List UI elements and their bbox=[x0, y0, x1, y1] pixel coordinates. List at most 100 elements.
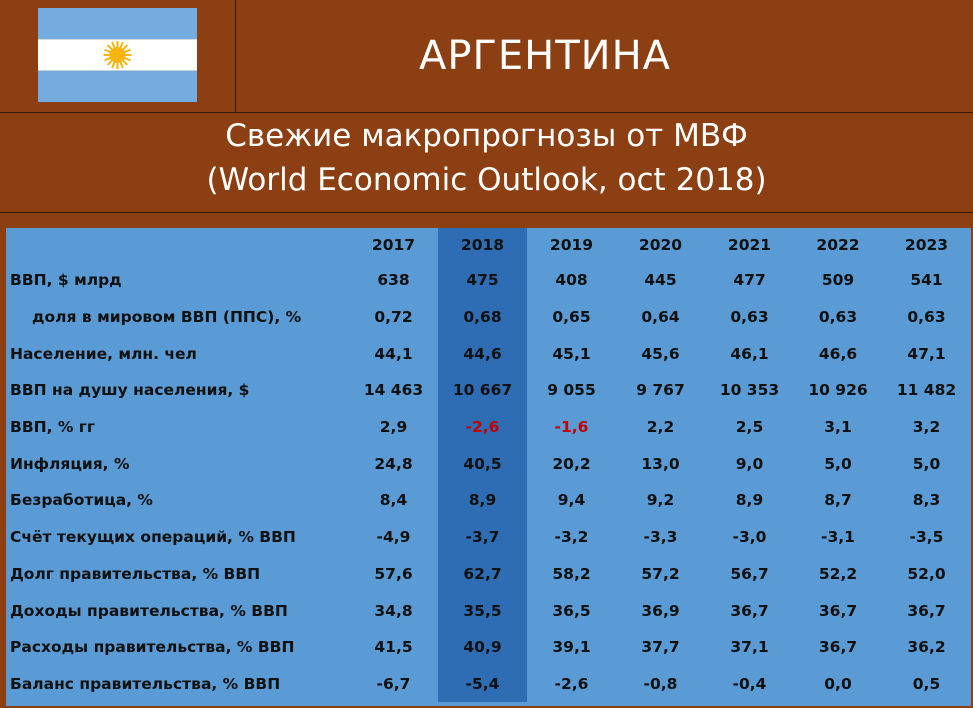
row-label: Счёт текущих операций, % ВВП bbox=[10, 528, 296, 547]
row-label: Долг правительства, % ВВП bbox=[10, 564, 261, 583]
column-header: 2023 bbox=[904, 236, 949, 254]
table-cell: 8,4 bbox=[379, 491, 408, 510]
table-cell: 0,68 bbox=[438, 298, 527, 336]
header: АРГЕНТИНА bbox=[0, 0, 973, 112]
table-row: Доходы правительства, % ВВП 34,8 35,5 36,5 3… bbox=[6, 592, 971, 629]
table-cell: 39,1 bbox=[552, 638, 591, 657]
row-label: Население, млн. чел bbox=[10, 344, 197, 363]
table-cell: 2,2 bbox=[646, 418, 675, 437]
row-label: Безработица, % bbox=[10, 491, 153, 510]
table-cell: 8,9 bbox=[735, 491, 764, 510]
row-label: ВВП, % гг bbox=[10, 418, 96, 437]
table-cell: 46,6 bbox=[818, 344, 858, 363]
table-cell: 13,0 bbox=[641, 454, 680, 473]
table-cell: -2,6 bbox=[438, 408, 527, 446]
table-cell: 44,1 bbox=[374, 344, 413, 363]
table-row: ВВП на душу населения, $ 14 463 10 667 9 05… bbox=[6, 372, 971, 409]
table-cell: 36,5 bbox=[552, 601, 591, 620]
table-cell: 9,4 bbox=[557, 491, 586, 510]
table-cell: 35,5 bbox=[438, 592, 527, 629]
table-cell: 8,7 bbox=[824, 491, 852, 510]
subtitle: Свежие макропрогнозы от МВФ (World Econo… bbox=[0, 114, 973, 212]
table-cell: 509 bbox=[821, 271, 855, 290]
table-cell: 10 667 bbox=[438, 372, 527, 409]
row-label: доля в мировом ВВП (ППС), % bbox=[32, 308, 302, 327]
table-cell: 8,9 bbox=[438, 482, 527, 519]
table-cell: -0,4 bbox=[732, 674, 767, 693]
table-cell: -6,7 bbox=[376, 674, 411, 693]
table-cell: 5,0 bbox=[912, 454, 941, 473]
table-cell: 11 482 bbox=[896, 381, 957, 400]
table-cell: 2,5 bbox=[735, 418, 764, 437]
table-cell: 36,7 bbox=[818, 638, 858, 657]
column-header: 2019 bbox=[549, 236, 594, 254]
table-row: ВВП, $ млрд 638 475 408 445 477 509 541 bbox=[6, 262, 971, 299]
table-cell: 56,7 bbox=[730, 564, 769, 583]
table-cell: 9,0 bbox=[735, 454, 764, 473]
table-cell: 475 bbox=[438, 262, 527, 299]
table-cell: 0,65 bbox=[552, 308, 591, 327]
divider bbox=[0, 212, 973, 213]
table-cell: 9 055 bbox=[547, 381, 596, 400]
table-row: Население, млн. чел 44,1 44,6 45,1 45,6 46,1 4… bbox=[6, 335, 971, 373]
table-cell: 0,0 bbox=[824, 674, 852, 693]
table-cell: -3,7 bbox=[438, 518, 527, 556]
table-cell: 2,9 bbox=[379, 418, 408, 437]
table-cell: 37,1 bbox=[730, 638, 769, 657]
table-cell: 445 bbox=[644, 271, 677, 290]
table-cell: 40,9 bbox=[438, 628, 527, 666]
subtitle-line-1: Свежие макропрогнозы от МВФ bbox=[225, 118, 748, 154]
table-row: Долг правительства, % ВВП 57,6 62,7 58,2 57,… bbox=[6, 555, 971, 593]
macro-table: 2017 2018 2019 2020 2021 2022 2023 ВВП, $ млрд… bbox=[6, 228, 971, 703]
table-cell: 8,3 bbox=[912, 491, 941, 510]
table-cell: 5,0 bbox=[824, 454, 852, 473]
row-label: Доходы правительства, % ВВП bbox=[10, 601, 288, 620]
table-cell: 0,63 bbox=[730, 308, 769, 327]
data-table: 2017 2018 2019 2020 2021 2022 2023 ВВП, $ млрд… bbox=[6, 228, 971, 706]
table-cell: 10 926 bbox=[808, 381, 868, 400]
argentina-flag-icon bbox=[38, 8, 197, 102]
table-cell: 638 bbox=[377, 271, 410, 290]
table-cell: 45,1 bbox=[552, 344, 591, 363]
table-cell: -5,4 bbox=[438, 665, 527, 703]
table-cell: -0,8 bbox=[643, 674, 678, 693]
table-cell: 47,1 bbox=[907, 344, 946, 363]
table-cell: 9 767 bbox=[636, 381, 685, 400]
column-header: 2018 bbox=[438, 228, 527, 262]
table-cell: 24,8 bbox=[374, 454, 413, 473]
table-row: Инфляция, % 24,8 40,5 20,2 13,0 9,0 5,0 5,0 bbox=[6, 445, 971, 483]
table-cell: -3,1 bbox=[821, 528, 855, 547]
table-row: Счёт текущих операций, % ВВП -4,9 -3,7 -3,2… bbox=[6, 518, 971, 556]
table-cell: 14 463 bbox=[363, 381, 424, 400]
column-header: 2020 bbox=[638, 236, 683, 254]
table-cell: -4,9 bbox=[376, 528, 411, 547]
table-cell: -3,3 bbox=[643, 528, 678, 547]
table-cell: 36,7 bbox=[818, 601, 858, 620]
divider bbox=[0, 112, 973, 113]
table-cell: 44,6 bbox=[438, 335, 527, 373]
table-cell: 0,5 bbox=[912, 674, 941, 693]
table-cell: 57,2 bbox=[641, 564, 680, 583]
table-cell: 46,1 bbox=[730, 344, 769, 363]
table-cell: 36,9 bbox=[641, 601, 680, 620]
table-cell: 37,7 bbox=[641, 638, 680, 657]
table-cell: 3,2 bbox=[912, 418, 941, 437]
table-cell: 45,6 bbox=[641, 344, 680, 363]
row-label: ВВП, $ млрд bbox=[10, 271, 122, 290]
table-cell: 20,2 bbox=[552, 454, 591, 473]
table-row: Безработица, % 8,4 8,9 9,4 9,2 8,9 8,7 8,3 bbox=[6, 482, 971, 519]
table-cell: 0,64 bbox=[641, 308, 680, 327]
table-cell: 541 bbox=[910, 271, 943, 290]
row-label: ВВП на душу населения, $ bbox=[10, 381, 250, 400]
table-cell: -3,0 bbox=[732, 528, 767, 547]
table-cell: 408 bbox=[555, 271, 588, 290]
table-row: ВВП, % гг 2,9 -2,6 -1,6 2,2 2,5 3,1 3,2 bbox=[6, 408, 971, 446]
table-cell: -1,6 bbox=[554, 418, 589, 437]
row-label: Инфляция, % bbox=[10, 454, 130, 473]
table-cell: 41,5 bbox=[374, 638, 413, 657]
row-label: Расходы правительства, % ВВП bbox=[10, 638, 295, 657]
table-cell: 3,1 bbox=[824, 418, 852, 437]
table-row: Расходы правительства, % ВВП 41,5 40,9 39,1… bbox=[6, 628, 971, 666]
table-cell: 477 bbox=[733, 271, 766, 290]
table-cell: 52,2 bbox=[818, 564, 858, 583]
